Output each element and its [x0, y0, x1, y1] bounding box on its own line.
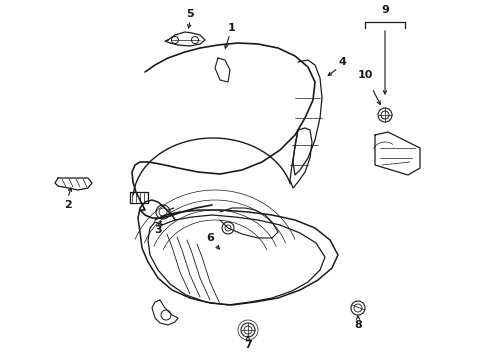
Text: 1: 1	[228, 23, 235, 33]
Text: 2: 2	[64, 200, 72, 210]
Text: 6: 6	[205, 233, 214, 243]
Text: 3: 3	[154, 225, 162, 235]
Text: 7: 7	[244, 340, 251, 350]
Text: 10: 10	[357, 70, 372, 80]
Text: 4: 4	[337, 57, 345, 67]
Text: 8: 8	[353, 320, 361, 330]
Text: 9: 9	[380, 5, 388, 15]
Text: 5: 5	[186, 9, 193, 19]
